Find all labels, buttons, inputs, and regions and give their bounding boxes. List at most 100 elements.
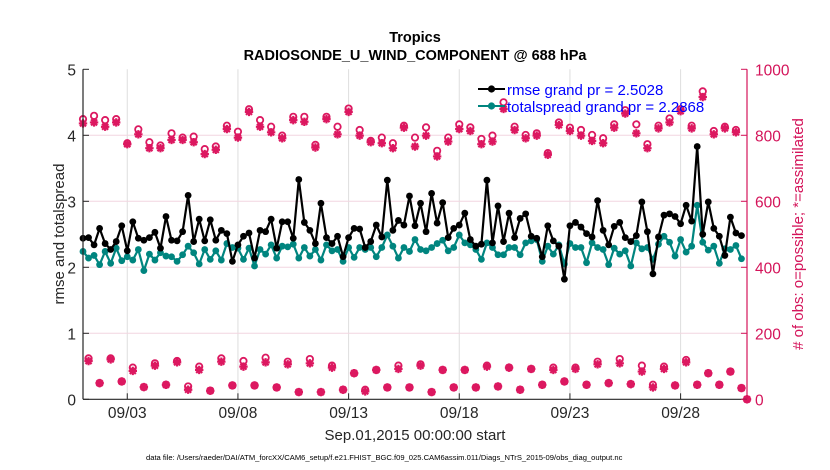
- obs-assimilated-marker: [493, 382, 503, 391]
- obs-assimilated-marker: [488, 137, 497, 146]
- totalspread-point: [118, 257, 126, 265]
- obs-assimilated-marker: [598, 139, 608, 148]
- rmse-point: [195, 215, 203, 223]
- obs-assimilated-marker: [333, 130, 342, 139]
- rmse-point: [632, 232, 640, 240]
- obs-assimilated-marker: [432, 152, 442, 161]
- obs-assimilated-marker: [471, 383, 481, 392]
- totalspread-point: [350, 254, 358, 261]
- rmse-point: [383, 176, 391, 184]
- obs-assimilated-marker: [349, 369, 359, 378]
- obs-assimilated-marker: [84, 356, 93, 366]
- rmse-point: [372, 221, 380, 229]
- obs-assimilated-marker: [372, 365, 381, 375]
- rmse-point: [312, 240, 319, 247]
- obs-assimilated-marker: [615, 359, 624, 368]
- obs-assimilated-marker: [659, 364, 669, 374]
- obs-assimilated-marker: [504, 363, 514, 372]
- obs-assimilated-marker: [388, 143, 398, 153]
- rmse-point: [400, 221, 408, 229]
- obs-assimilated-marker: [178, 135, 187, 145]
- obs-assimilated-marker: [294, 387, 303, 397]
- rmse-point: [572, 219, 579, 226]
- rmse-point: [610, 222, 618, 230]
- totalspread-point: [140, 267, 148, 274]
- totalspread-point: [212, 247, 220, 255]
- y-axis-label: rmse and totalspread: [51, 164, 68, 305]
- obs-assimilated-marker: [206, 386, 215, 395]
- obs-assimilated-marker: [128, 366, 137, 376]
- rmse-point: [168, 236, 175, 244]
- totalspread-point: [505, 244, 513, 251]
- rmse-point: [621, 234, 629, 242]
- totalspread-point: [168, 253, 175, 261]
- rmse-point: [655, 233, 662, 241]
- rmse-point: [561, 275, 568, 283]
- totalspread-point: [688, 242, 696, 250]
- rmse-point: [511, 234, 518, 242]
- y-tick-label: 2: [67, 260, 76, 277]
- totalspread-point: [123, 253, 131, 261]
- obs-assimilated-marker: [604, 378, 613, 388]
- rmse-point: [406, 192, 413, 200]
- rmse-point: [201, 237, 209, 245]
- rmse-point: [267, 215, 275, 223]
- obs-assimilated-marker: [405, 383, 414, 392]
- obs-assimilated-marker: [532, 131, 541, 140]
- totalspread-point: [323, 241, 330, 249]
- totalspread-point: [173, 257, 181, 265]
- obs-assimilated-marker: [139, 382, 149, 392]
- totalspread-point: [461, 239, 469, 247]
- obs-assimilated-marker: [720, 124, 730, 133]
- rmse-point: [256, 226, 264, 234]
- obs-assimilated-marker: [322, 114, 331, 124]
- totalspread-point: [511, 244, 518, 251]
- rmse-point: [112, 238, 120, 245]
- x-tick-labels: 09/03 09/08 09/13 09/18 09/23 09/28: [108, 405, 700, 422]
- obs-assimilated-marker: [460, 365, 469, 375]
- totalspread-point: [201, 246, 209, 253]
- totalspread-point: [295, 254, 303, 262]
- obs-assimilated-marker: [355, 131, 364, 140]
- obs-assimilated-marker: [444, 137, 453, 146]
- totalspread-point: [278, 242, 286, 250]
- totalspread-point: [428, 244, 435, 251]
- obs-assimilated-marker: [438, 365, 447, 375]
- obs-assimilated-marker: [527, 364, 536, 374]
- rmse-point: [251, 254, 258, 262]
- rmse-point: [478, 240, 485, 248]
- obs-assimilated-marker: [266, 128, 276, 137]
- rmse-point: [644, 228, 651, 236]
- totalspread-point: [240, 255, 247, 263]
- totalspread-point: [256, 246, 264, 253]
- totalspread-point: [90, 252, 98, 259]
- totalspread-point: [699, 238, 707, 246]
- data-file-footer: data file: /Users/raeder/DAI/ATM_forcXX/…: [146, 453, 623, 462]
- obs-assimilated-marker: [543, 150, 552, 159]
- rmse-point: [428, 189, 435, 197]
- totalspread-point: [300, 244, 308, 251]
- totalspread-point: [444, 247, 452, 255]
- totalspread-point: [317, 256, 325, 264]
- y-right-tick-label: 800: [755, 128, 781, 145]
- rmse-point: [157, 244, 164, 252]
- rmse-point: [339, 253, 347, 261]
- totalspread-point: [262, 250, 269, 258]
- rmse-point: [361, 244, 369, 251]
- obs-assimilated-marker: [95, 378, 104, 388]
- totalspread-point: [594, 244, 601, 251]
- obs-assimilated-marker: [466, 126, 475, 136]
- obs-assimilated-marker: [521, 134, 530, 143]
- totalspread-point: [715, 259, 723, 267]
- rmse-point: [538, 253, 546, 261]
- rmse-point: [505, 209, 513, 217]
- obs-assimilated-marker: [211, 145, 220, 155]
- totalspread-point: [455, 231, 463, 239]
- rmse-point: [240, 232, 247, 240]
- totalspread-point: [411, 236, 419, 243]
- rmse-point: [262, 228, 269, 236]
- rmse-point: [273, 244, 281, 252]
- legend-label-rmse: rmse grand pr = 2.5028: [507, 82, 663, 99]
- rmse-point: [738, 232, 745, 240]
